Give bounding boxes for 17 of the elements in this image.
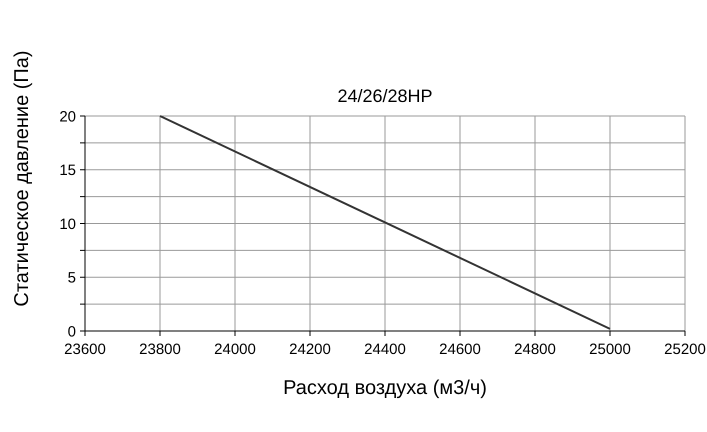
y-tick-label: 20 [59, 108, 76, 126]
y-axis-title: Статическое давление (Па) [11, 50, 33, 307]
x-tick-label: 24200 [289, 341, 331, 358]
chart-title: 24/26/28HP [337, 86, 433, 106]
y-tick-label: 0 [68, 323, 76, 340]
y-tick-label: 15 [59, 162, 76, 179]
x-tick-label: 24000 [214, 341, 256, 358]
x-axis-title: Расход воздуха (м3/ч) [283, 377, 487, 399]
x-tick-label: 25000 [589, 341, 631, 358]
x-tick-label: 25200 [664, 341, 706, 358]
x-tick-label: 24800 [514, 341, 556, 358]
x-tick-label: 24600 [439, 341, 481, 358]
x-tick-label: 24400 [364, 341, 406, 358]
y-tick-label: 5 [68, 270, 76, 286]
x-tick-label: 23800 [139, 341, 181, 358]
x-tick-label: 23600 [64, 341, 106, 358]
y-tick-label: 10 [59, 216, 76, 233]
